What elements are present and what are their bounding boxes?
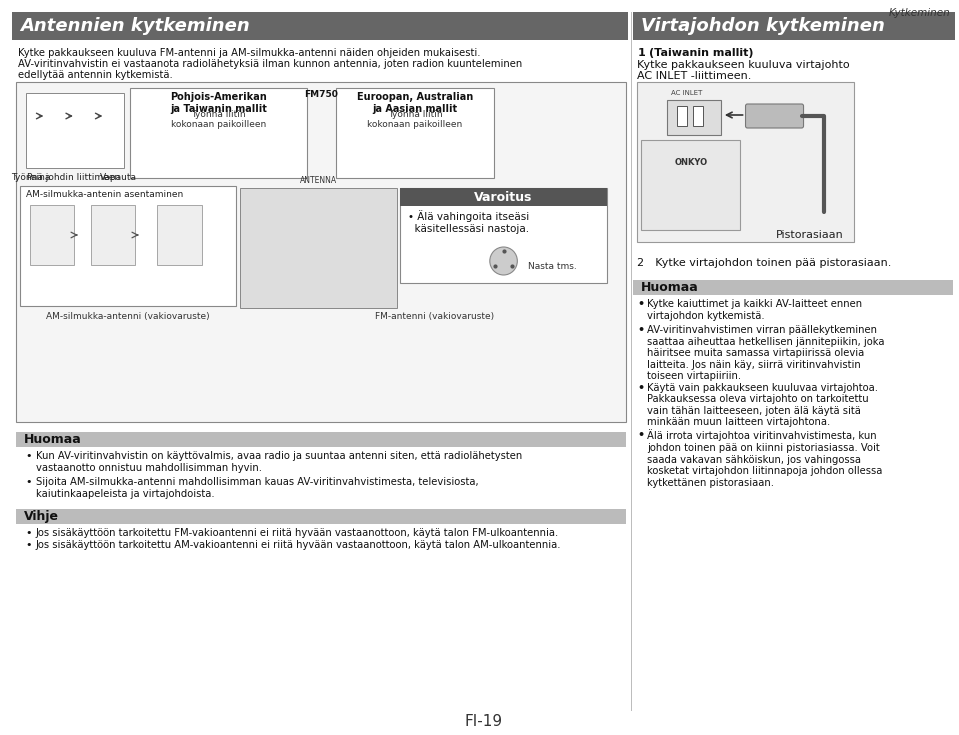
Text: Käytä vain pakkaukseen kuuluvaa virtajohtoa.
Pakkauksessa oleva virtajohto on ta: Käytä vain pakkaukseen kuuluvaa virtajoh… [647, 382, 878, 427]
Text: Antennien kytkeminen: Antennien kytkeminen [20, 17, 249, 35]
FancyBboxPatch shape [634, 12, 955, 40]
FancyBboxPatch shape [157, 205, 201, 265]
Text: AM-silmukka-antenni (vakiovaruste): AM-silmukka-antenni (vakiovaruste) [46, 312, 210, 321]
Text: AM-silmukka-antenin asentaminen: AM-silmukka-antenin asentaminen [26, 190, 183, 199]
Text: Pistorasiaan: Pistorasiaan [776, 230, 843, 240]
Text: AV-viritinvahvistimen virran päällekytkeminen
saattaa aiheuttaa hetkellisen jänn: AV-viritinvahvistimen virran päällekytke… [647, 325, 885, 381]
FancyBboxPatch shape [26, 93, 124, 168]
FancyBboxPatch shape [16, 432, 625, 447]
FancyBboxPatch shape [16, 82, 625, 422]
FancyBboxPatch shape [677, 106, 687, 126]
Text: AC INLET -liittimeen.: AC INLET -liittimeen. [638, 71, 752, 81]
Text: Huomaa: Huomaa [24, 433, 82, 446]
FancyBboxPatch shape [16, 509, 625, 524]
Text: Varoitus: Varoitus [475, 190, 533, 204]
Text: Työnnä liitin
kokonaan paikoilleen: Työnnä liitin kokonaan paikoilleen [171, 110, 266, 129]
Text: Työnnä johdin liittimeen: Työnnä johdin liittimeen [12, 173, 121, 182]
FancyBboxPatch shape [90, 205, 135, 265]
Text: Pohjois-Amerikan
ja Taiwanin mallit: Pohjois-Amerikan ja Taiwanin mallit [170, 92, 267, 114]
FancyBboxPatch shape [634, 280, 953, 295]
Text: 2 Kytke virtajohdon toinen pää pistorasiaan.: 2 Kytke virtajohdon toinen pää pistorasi… [638, 258, 892, 268]
Text: •: • [26, 477, 33, 487]
Text: •: • [26, 528, 33, 538]
Text: FI-19: FI-19 [465, 714, 503, 730]
FancyBboxPatch shape [129, 88, 307, 178]
Text: Sijoita AM-silmukka-antenni mahdollisimman kauas AV-viritinvahvistimesta, televi: Sijoita AM-silmukka-antenni mahdollisimm… [35, 477, 479, 498]
Text: FM750: FM750 [304, 90, 338, 99]
FancyBboxPatch shape [693, 106, 703, 126]
Text: Paina: Paina [26, 173, 50, 182]
FancyBboxPatch shape [638, 82, 854, 242]
Text: Älä irrota virtajohtoa viritinvahvistimesta, kun
johdon toinen pää on kiinni pis: Älä irrota virtajohtoa viritinvahvistime… [647, 429, 882, 488]
Text: •: • [26, 540, 33, 550]
Text: Kun AV-viritinvahvistin on käyttövalmis, avaa radio ja suuntaa antenni siten, et: Kun AV-viritinvahvistin on käyttövalmis,… [35, 451, 522, 473]
Text: FM-antenni (vakiovaruste): FM-antenni (vakiovaruste) [375, 312, 494, 321]
Text: ANTENNA: ANTENNA [300, 176, 338, 185]
FancyBboxPatch shape [400, 188, 607, 283]
Text: Kytke kaiuttimet ja kaikki AV-laitteet ennen
virtajohdon kytkemistä.: Kytke kaiuttimet ja kaikki AV-laitteet e… [647, 299, 862, 320]
Text: AC INLET: AC INLET [671, 90, 702, 96]
Text: •: • [638, 299, 644, 309]
Text: Vihje: Vihje [24, 510, 58, 523]
Text: •: • [638, 382, 644, 392]
Text: •: • [638, 429, 644, 440]
Text: Kytkeminen: Kytkeminen [889, 8, 951, 18]
Text: Jos sisäkäyttöön tarkoitettu FM-vakioantenni ei riitä hyvään vastaanottoon, käyt: Jos sisäkäyttöön tarkoitettu FM-vakioant… [35, 528, 559, 538]
FancyBboxPatch shape [30, 205, 74, 265]
Text: •: • [26, 451, 33, 461]
FancyBboxPatch shape [240, 188, 397, 308]
Text: Virtajohdon kytkeminen: Virtajohdon kytkeminen [642, 17, 885, 35]
Text: Huomaa: Huomaa [642, 281, 699, 294]
Text: Kytke pakkaukseen kuuluva virtajohto: Kytke pakkaukseen kuuluva virtajohto [638, 60, 850, 70]
FancyBboxPatch shape [642, 140, 739, 230]
Text: 1: 1 [638, 48, 645, 58]
Text: Työnnä liitin
kokonaan paikoilleen: Työnnä liitin kokonaan paikoilleen [367, 110, 462, 129]
Text: Nasta tms.: Nasta tms. [528, 262, 577, 270]
Text: Jos sisäkäyttöön tarkoitettu AM-vakioantenni ei riitä hyvään vastaanottoon, käyt: Jos sisäkäyttöön tarkoitettu AM-vakioant… [35, 540, 561, 550]
FancyBboxPatch shape [667, 100, 721, 135]
FancyBboxPatch shape [400, 188, 607, 206]
FancyBboxPatch shape [745, 104, 804, 128]
FancyBboxPatch shape [337, 88, 494, 178]
Text: •: • [638, 325, 644, 335]
Text: • Älä vahingoita itseäsi
  käsitellessäsi nastoja.: • Älä vahingoita itseäsi käsitellessäsi … [409, 210, 529, 234]
Text: ONKYO: ONKYO [675, 157, 708, 167]
Text: Kytke pakkaukseen kuuluva FM-antenni ja AM-silmukka-antenni näiden ohjeiden muka: Kytke pakkaukseen kuuluva FM-antenni ja … [18, 48, 480, 58]
Circle shape [490, 247, 517, 275]
FancyBboxPatch shape [12, 12, 627, 40]
Text: (Taiwanin mallit): (Taiwanin mallit) [649, 48, 754, 58]
Text: AV-viritinvahvistin ei vastaanota radiolähetyksiä ilman kunnon antennia, joten r: AV-viritinvahvistin ei vastaanota radiol… [18, 59, 522, 69]
Text: edellytää antennin kytkemistä.: edellytää antennin kytkemistä. [18, 70, 173, 80]
Text: Vapauta: Vapauta [100, 173, 136, 182]
Text: Euroopan, Australian
ja Aasian mallit: Euroopan, Australian ja Aasian mallit [357, 92, 473, 114]
FancyBboxPatch shape [20, 186, 236, 306]
